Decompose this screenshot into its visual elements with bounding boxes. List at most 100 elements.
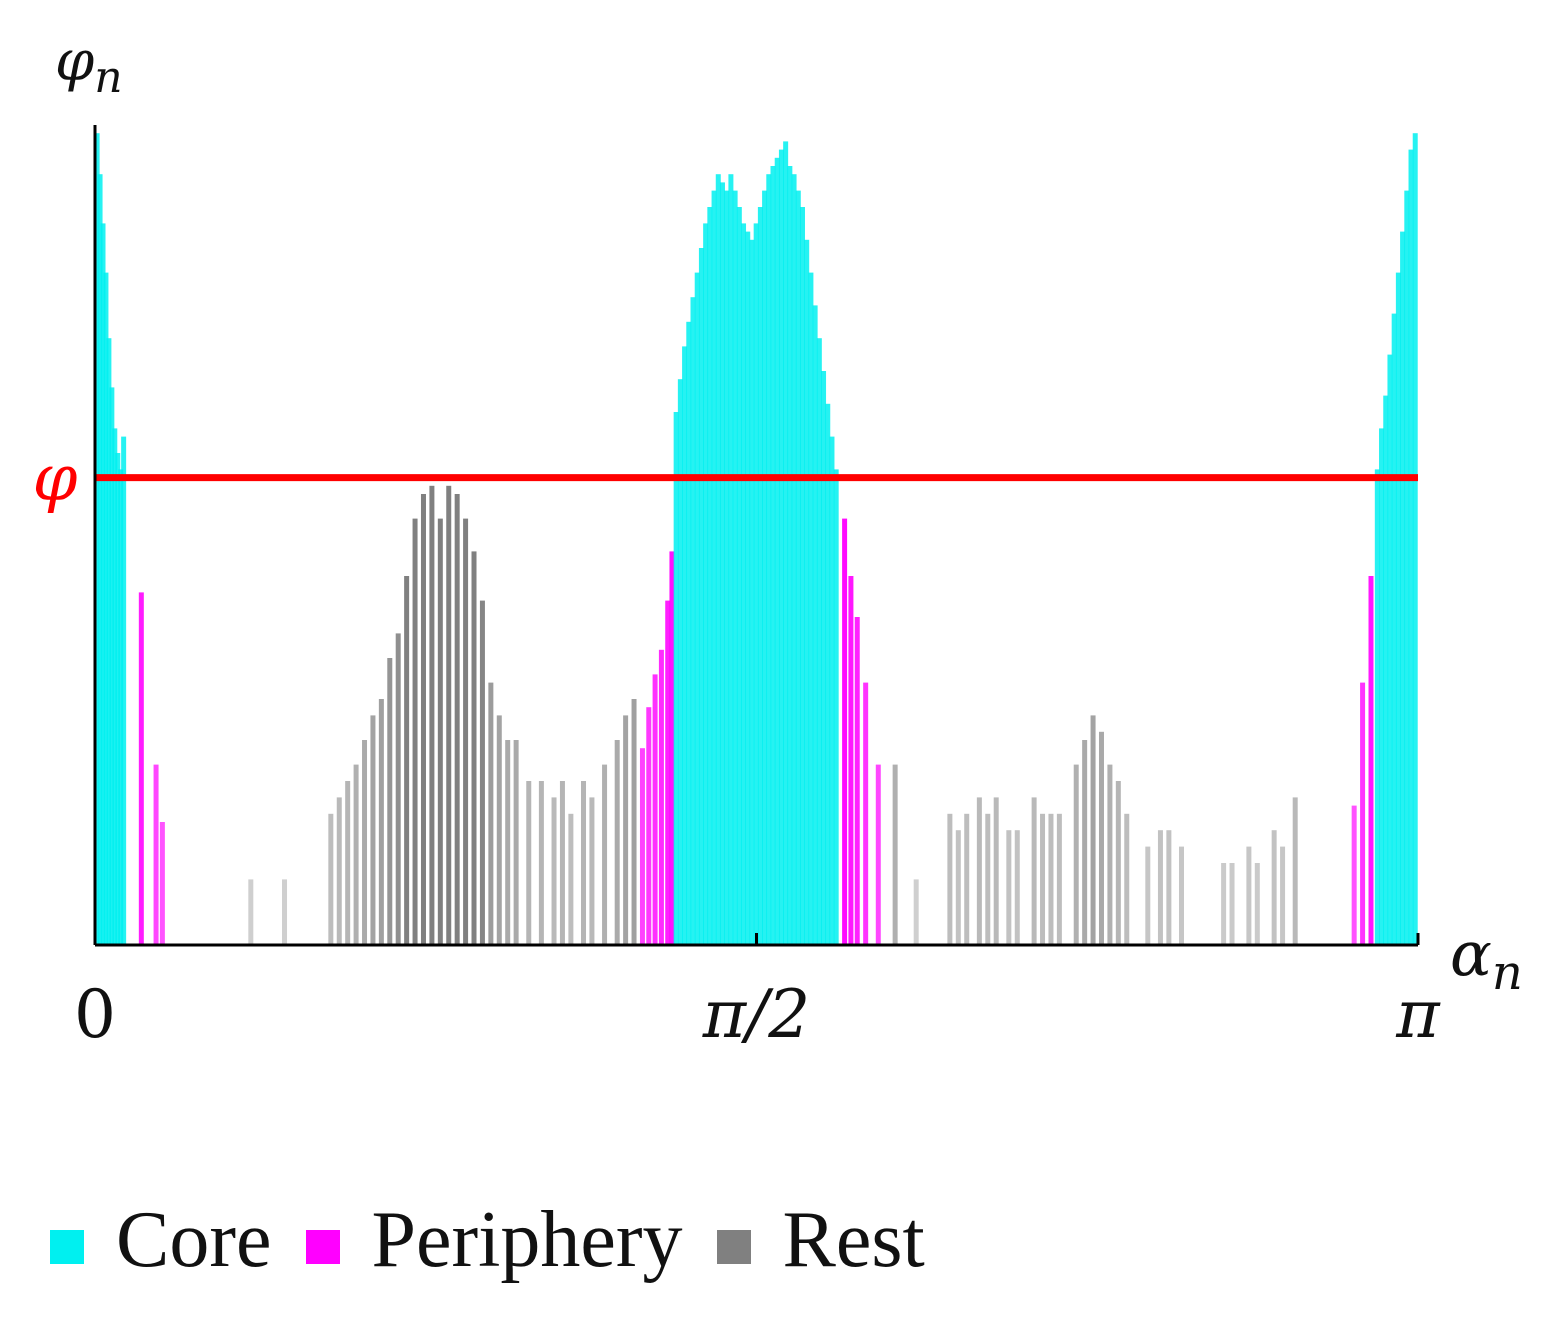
core-bar xyxy=(694,272,700,946)
periphery-bar xyxy=(863,682,869,945)
x-tick-label-pi-half: π/2 xyxy=(702,976,811,1053)
core-bar xyxy=(711,190,717,946)
y-axis-label: φn xyxy=(55,29,123,103)
rest-bar xyxy=(589,797,595,945)
legend-label-rest: Rest xyxy=(782,1196,925,1284)
core-bar xyxy=(1412,133,1418,945)
core-bar xyxy=(118,469,124,945)
rest-bar xyxy=(488,682,494,945)
legend-item-periphery: Periphery xyxy=(305,1195,683,1286)
x-tick-label-pi: π xyxy=(1395,976,1441,1053)
rest-bar xyxy=(1048,813,1054,945)
periphery-bar xyxy=(639,748,645,945)
core-bar xyxy=(745,231,751,946)
core-bar xyxy=(1404,190,1410,946)
rest-bar xyxy=(496,715,502,945)
x-tick-label-0: 0 xyxy=(74,976,116,1053)
legend: Core Periphery Rest xyxy=(50,1195,959,1286)
core-bar xyxy=(762,190,768,946)
rest-bar xyxy=(505,740,511,945)
rest-bar xyxy=(404,576,410,945)
rest-bar xyxy=(602,764,608,945)
core-bar xyxy=(757,207,763,945)
core-bar xyxy=(1391,313,1397,946)
rest-bar xyxy=(1221,863,1227,945)
core-bar xyxy=(778,149,784,946)
periphery-bar xyxy=(1360,682,1366,945)
core-bar xyxy=(100,223,106,945)
core-bar xyxy=(799,207,805,945)
rest-bar xyxy=(362,740,368,945)
rest-bar xyxy=(1271,830,1277,945)
rest-bar xyxy=(568,813,574,945)
core-bar xyxy=(109,387,115,945)
core-bar xyxy=(728,174,734,945)
rest-bar xyxy=(1292,797,1298,945)
periphery-bar xyxy=(159,822,165,945)
core-bar xyxy=(690,297,696,945)
rest-bar xyxy=(913,879,919,945)
periphery-bar xyxy=(669,551,675,945)
core-bar xyxy=(812,305,818,945)
rest-bar xyxy=(964,813,970,945)
x-axis-label: αn xyxy=(1450,917,1523,1001)
core-bar xyxy=(753,223,759,945)
rest-bar xyxy=(1179,846,1185,945)
rest-bar xyxy=(429,485,435,945)
rest-bar xyxy=(614,740,620,945)
core-bar xyxy=(677,379,683,945)
rest-bar xyxy=(631,699,637,945)
rest-bar xyxy=(559,781,565,945)
periphery-bar xyxy=(153,764,159,945)
rest-bar xyxy=(947,813,953,945)
legend-swatch-rest xyxy=(716,1229,751,1264)
core-bar xyxy=(1408,149,1414,946)
legend-label-periphery: Periphery xyxy=(371,1196,683,1284)
core-bar xyxy=(103,272,109,946)
legend-item-rest: Rest xyxy=(716,1195,925,1286)
rest-bar xyxy=(1115,781,1121,945)
legend-item-core: Core xyxy=(50,1195,272,1286)
rest-bar xyxy=(551,797,557,945)
rest-bar xyxy=(538,781,544,945)
rest-bar xyxy=(1280,846,1286,945)
rest-bar xyxy=(976,797,982,945)
rest-bar xyxy=(328,813,334,945)
core-bar xyxy=(673,412,679,945)
rest-bar xyxy=(437,518,443,945)
rest-bar xyxy=(513,740,519,945)
rest-bar xyxy=(1124,813,1130,945)
core-bar xyxy=(833,469,839,945)
rest-bar xyxy=(985,813,991,945)
periphery-bar xyxy=(875,764,881,945)
core-bar xyxy=(783,141,789,945)
core-bar xyxy=(1400,231,1406,946)
rest-bar xyxy=(1229,863,1235,945)
core-bar xyxy=(707,207,713,945)
threshold-label: φ xyxy=(33,442,78,516)
core-bar xyxy=(825,403,831,945)
periphery-bar xyxy=(854,617,860,945)
periphery-bar xyxy=(1368,576,1374,945)
core-bar xyxy=(682,346,688,945)
core-bar xyxy=(795,190,801,946)
rest-bar xyxy=(1166,830,1172,945)
core-bar xyxy=(829,436,835,945)
core-bar xyxy=(770,166,776,945)
rest-bar xyxy=(1246,846,1252,945)
core-bar xyxy=(736,207,742,945)
periphery-bar xyxy=(138,592,144,945)
core-bars xyxy=(94,133,1418,946)
legend-label-core: Core xyxy=(116,1196,272,1284)
core-bar xyxy=(1387,354,1393,946)
core-bar xyxy=(732,190,738,946)
core-bar xyxy=(749,239,755,946)
periphery-bar xyxy=(1351,805,1357,945)
rest-bar xyxy=(1107,764,1113,945)
core-bar xyxy=(106,338,112,945)
core-bar xyxy=(686,321,692,945)
rest-bar xyxy=(1082,740,1088,945)
rest-bar xyxy=(378,699,384,945)
rest-bar xyxy=(955,830,961,945)
